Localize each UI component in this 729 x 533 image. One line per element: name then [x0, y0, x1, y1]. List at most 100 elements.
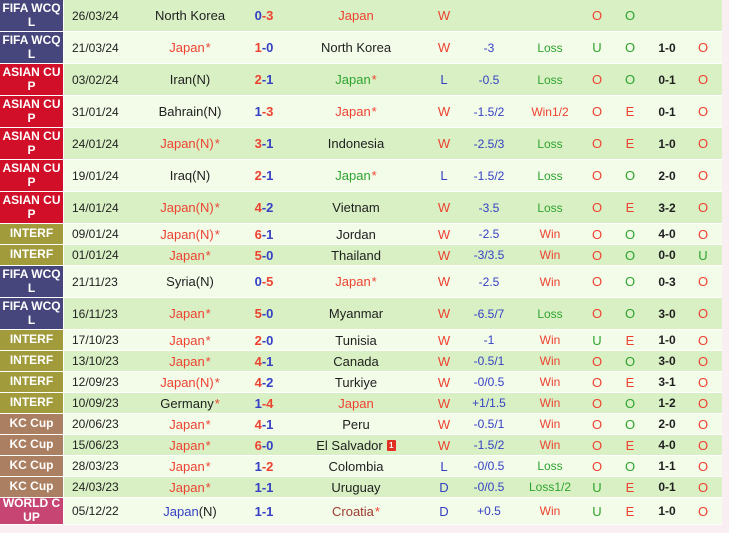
home-team[interactable]: Japan(N): [160, 136, 214, 151]
half-time-score: 0-1: [658, 480, 676, 494]
result-letter: W: [437, 40, 451, 55]
score-dash: -: [261, 306, 267, 321]
full-time-score: 0-5: [242, 266, 286, 297]
handicap-cell: -6.5/7: [462, 298, 516, 329]
handicap-cell: -0.5/1: [462, 414, 516, 434]
home-team[interactable]: Iran(N): [169, 72, 211, 87]
home-team[interactable]: Japan(N): [160, 200, 214, 215]
home-team[interactable]: North Korea: [154, 8, 226, 23]
competition-badge: WORLD CUP: [0, 498, 64, 524]
home-goals: 5: [254, 306, 262, 321]
away-team[interactable]: Japan: [335, 274, 371, 289]
match-row: INTERF 10/09/23 Germany * 1-4 Japan W +1/1.5 Win…: [0, 393, 722, 414]
away-team[interactable]: Peru: [342, 416, 370, 432]
handicap-cell: -3.5: [462, 192, 516, 223]
full-time-score: 4-2: [242, 372, 286, 392]
full-time-score: 4-2: [242, 192, 286, 223]
competition-badge: INTERF: [0, 245, 64, 265]
away-team[interactable]: Turkiye: [334, 374, 378, 390]
home-goals: 2: [254, 332, 262, 348]
handicap-result-cell: Loss: [516, 128, 584, 159]
away-goals: 1: [266, 416, 274, 432]
home-team[interactable]: Japan: [169, 437, 205, 453]
match-row: KC Cup 20/06/23 Japan * 4-1 Peru W -0.5/1 Win O O 2…: [0, 414, 722, 435]
result-cell: W: [426, 330, 462, 350]
away-team[interactable]: Tunisia: [335, 332, 377, 348]
full-time-score: 2-1: [242, 64, 286, 95]
handicap-result-cell: Win: [516, 245, 584, 265]
away-team[interactable]: Uruguay: [331, 479, 381, 495]
home-goals: 4: [254, 200, 262, 215]
odd-even-mark: E: [625, 200, 635, 215]
home-team[interactable]: Japan: [169, 306, 205, 321]
home-team[interactable]: Bahrain(N): [158, 104, 222, 119]
over-under2-cell: O: [684, 32, 722, 63]
away-team[interactable]: Canada: [333, 353, 379, 369]
away-team[interactable]: Thailand: [331, 247, 381, 263]
handicap-result: Loss: [537, 168, 563, 183]
odd-even-cell: E: [610, 330, 650, 350]
half-time-score: 4-0: [658, 438, 676, 452]
handicap-result-cell: Win: [516, 351, 584, 371]
home-team[interactable]: Germany: [160, 395, 214, 411]
away-team[interactable]: Jordan: [336, 226, 376, 242]
away-team[interactable]: Japan: [335, 104, 371, 119]
home-team[interactable]: Japan(N): [160, 374, 214, 390]
score-dash: -: [261, 332, 267, 348]
away-team-cell: Myanmar: [286, 298, 426, 329]
odd-even-cell: E: [610, 96, 650, 127]
handicap-value: -0.5/1: [473, 354, 505, 368]
full-time-score: 5-0: [242, 245, 286, 265]
over-under2-mark: O: [697, 274, 709, 289]
away-team[interactable]: Myanmar: [328, 306, 384, 321]
handicap-result-cell: Win1/2: [516, 96, 584, 127]
handicap-value: -3/3.5: [473, 248, 505, 262]
home-team[interactable]: Japan: [169, 458, 205, 474]
home-team[interactable]: Japan: [169, 40, 205, 55]
odd-even-cell: O: [610, 160, 650, 191]
handicap-result: Win: [539, 227, 561, 241]
home-team[interactable]: Japan: [169, 416, 205, 432]
odd-even-mark: O: [624, 274, 636, 289]
competition-badge: FIFA WCQL: [0, 32, 64, 63]
home-team[interactable]: Iraq(N): [169, 168, 211, 183]
away-team[interactable]: North Korea: [320, 40, 392, 55]
score-dash: -: [261, 353, 267, 369]
home-team-cell: Syria(N): [138, 266, 242, 297]
home-goals: 3: [254, 136, 262, 151]
result-letter: W: [437, 104, 451, 119]
odd-even-mark: O: [624, 395, 636, 411]
away-team[interactable]: Japan: [338, 8, 374, 23]
odd-even-cell: O: [610, 298, 650, 329]
result-cell: W: [426, 32, 462, 63]
star-marker: *: [371, 168, 377, 183]
away-team[interactable]: Indonesia: [327, 136, 385, 151]
away-team[interactable]: Japan: [335, 168, 371, 183]
home-goals: 1: [254, 40, 262, 55]
home-team[interactable]: Japan: [169, 353, 205, 369]
half-time-score: 2-0: [658, 168, 676, 183]
star-marker: *: [374, 503, 380, 519]
home-team[interactable]: Japan: [169, 247, 205, 263]
home-team[interactable]: Japan(N): [160, 226, 214, 242]
handicap-value: -0/0.5: [473, 375, 505, 389]
away-team[interactable]: Vietnam: [332, 200, 380, 215]
home-team[interactable]: Japan: [163, 503, 199, 519]
away-goals: 0: [266, 437, 274, 453]
away-team[interactable]: Japan: [335, 72, 371, 87]
away-team[interactable]: Colombia: [328, 458, 384, 474]
half-time-score: 3-1: [658, 375, 676, 389]
over-under2-cell: O: [684, 477, 722, 497]
home-team[interactable]: Syria(N): [166, 274, 214, 289]
home-team[interactable]: Japan: [169, 332, 205, 348]
odd-even-mark: E: [625, 136, 635, 151]
home-team[interactable]: Japan: [169, 479, 205, 495]
over-under2-mark: O: [697, 479, 709, 495]
competition-badge: ASIAN CUP: [0, 64, 64, 95]
away-team[interactable]: El Salvador: [316, 437, 383, 453]
full-time-score: 3-1: [242, 128, 286, 159]
half-time-score: 1-0: [658, 136, 676, 151]
away-team[interactable]: Japan: [338, 395, 374, 411]
result-cell: L: [426, 160, 462, 191]
away-team[interactable]: Croatia: [332, 503, 374, 519]
